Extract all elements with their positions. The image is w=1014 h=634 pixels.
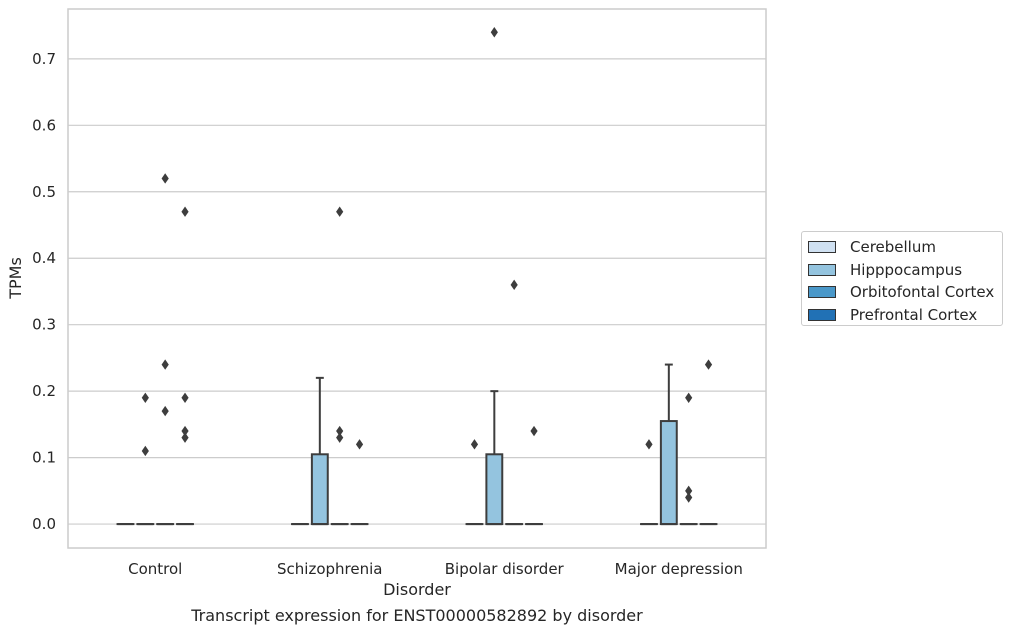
outlier-point [181, 392, 189, 403]
legend-item-orbitofrontal-cortex: Orbitofontal Cortex [808, 281, 1002, 304]
box-body [310, 453, 329, 526]
outlier-point [181, 206, 189, 217]
x-tick-label: Major depression [615, 560, 743, 578]
legend: Cerebellum Hipppocampus Orbitofontal Cor… [801, 231, 1003, 326]
outlier-point [161, 405, 169, 417]
box-schizophrenia-hipppocampus [310, 376, 329, 526]
outlier-point [470, 439, 479, 450]
y-axis-label: TPMs [6, 257, 25, 300]
outlier-point [161, 359, 169, 370]
box-body [659, 420, 678, 526]
box-bipolar-disorder-hipppocampus [485, 390, 504, 526]
y-tick-label: 0.1 [32, 449, 56, 467]
legend-label: Cerebellum [850, 238, 936, 257]
outlier-point [336, 432, 344, 443]
legend-swatch [808, 286, 836, 299]
chart: 0.0 0.1 0.2 0.3 0.4 0.5 0.6 0.7 Control Schizoph… [6, 8, 767, 599]
legend-swatch [808, 241, 836, 254]
legend-label: Hipppocampus [850, 260, 963, 279]
outlier-point [530, 425, 538, 437]
y-tick-label: 0.2 [32, 382, 56, 400]
box-body [485, 453, 504, 526]
y-tick-label: 0.6 [32, 116, 56, 134]
outlier-point [141, 392, 149, 403]
x-tick-label: Bipolar disorder [445, 560, 565, 578]
y-tick-label: 0.7 [32, 50, 56, 68]
legend-item-hippocampus: Hipppocampus [808, 259, 1002, 282]
outlier-point [161, 173, 169, 184]
outlier-point [490, 27, 498, 38]
outlier-point [181, 425, 189, 437]
legend-label: Orbitofontal Cortex [850, 283, 995, 302]
outlier-point [685, 392, 693, 403]
y-tick-label: 0.3 [32, 316, 56, 334]
outlier-point [181, 432, 189, 443]
x-tick-labels: Control Schizophrenia Bipolar disorder Majo… [128, 560, 743, 578]
chart-caption: Transcript expression for ENST0000058289… [191, 606, 643, 625]
outlier-point [336, 425, 344, 437]
x-tick-label: Schizophrenia [277, 560, 382, 578]
outlier-point [645, 439, 653, 450]
box-major-depression-hipppocampus [659, 363, 678, 526]
legend-item-prefrontal-cortex: Prefrontal Cortex [808, 304, 1002, 327]
y-tick-label: 0.0 [32, 515, 56, 533]
y-tick-label: 0.4 [32, 249, 56, 267]
outlier-point [685, 492, 693, 503]
y-tick-label: 0.5 [32, 183, 56, 201]
legend-swatch [808, 263, 836, 276]
legend-label: Prefrontal Cortex [850, 305, 978, 324]
y-tick-labels: 0.0 0.1 0.2 0.3 0.4 0.5 0.6 0.7 [32, 50, 56, 533]
outlier-point [336, 206, 344, 217]
legend-swatch [808, 308, 836, 321]
outlier-point [355, 439, 364, 450]
outlier-points [141, 27, 713, 503]
outlier-point [141, 445, 149, 457]
x-tick-label: Control [128, 560, 182, 578]
outlier-point [704, 359, 713, 370]
outlier-point [685, 485, 693, 497]
legend-item-cerebellum: Cerebellum [808, 236, 1002, 259]
x-axis-label: Disorder [383, 580, 451, 599]
box-plots [116, 363, 718, 526]
outlier-point [510, 279, 518, 291]
